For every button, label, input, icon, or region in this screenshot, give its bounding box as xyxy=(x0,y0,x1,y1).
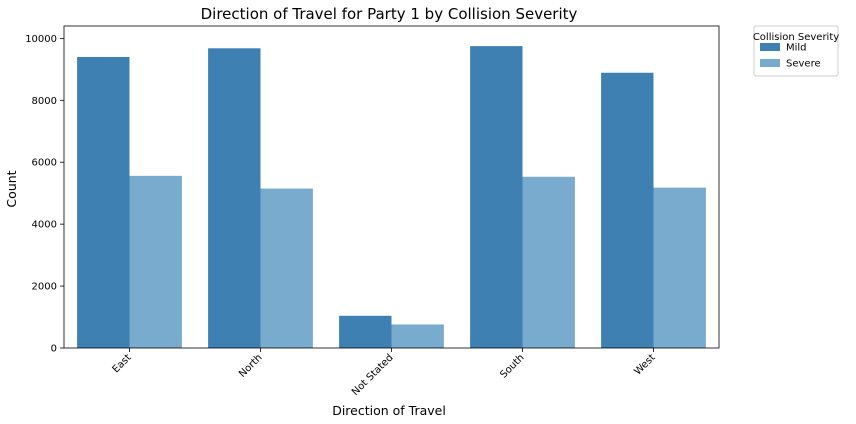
bar-mild-north xyxy=(208,48,261,348)
bar-mild-not-stated xyxy=(339,315,392,348)
bar-mild-east xyxy=(77,56,130,349)
y-tick-label: 6000 xyxy=(32,158,57,169)
legend-swatch-mild xyxy=(760,43,780,51)
x-axis-label: Direction of Travel xyxy=(332,403,446,418)
bar-severe-east xyxy=(129,175,182,348)
y-tick-label: 10000 xyxy=(25,34,57,45)
y-tick-label: 0 xyxy=(51,344,57,355)
legend-label-mild: Mild xyxy=(786,43,807,54)
legend-title: Collision Severity xyxy=(753,32,839,43)
x-tick-label: West xyxy=(632,352,657,377)
legend: Collision Severity Mild Severe xyxy=(753,25,839,77)
x-tick-label: East xyxy=(111,352,134,375)
x-tick-label: Not Stated xyxy=(350,352,396,398)
legend-swatch-severe xyxy=(760,59,780,67)
y-tick-label: 8000 xyxy=(32,96,57,107)
bar-mild-west xyxy=(601,72,654,348)
legend-label-severe: Severe xyxy=(786,59,821,70)
x-tick-label: South xyxy=(498,352,526,380)
plot-area: 0 2000 4000 6000 8000 10000 East North Not State… xyxy=(25,25,720,398)
bar-severe-north xyxy=(260,188,313,348)
y-tick-label: 2000 xyxy=(32,282,57,293)
chart-title: Direction of Travel for Party 1 by Colli… xyxy=(201,5,578,23)
bar-severe-south xyxy=(522,176,575,348)
bar-mild-south xyxy=(470,46,523,349)
bar-severe-not-stated xyxy=(391,324,444,348)
x-tick-label: North xyxy=(237,352,265,380)
y-axis-label: Count xyxy=(4,170,19,207)
y-tick-label: 4000 xyxy=(32,220,57,231)
bar-severe-west xyxy=(653,187,706,348)
